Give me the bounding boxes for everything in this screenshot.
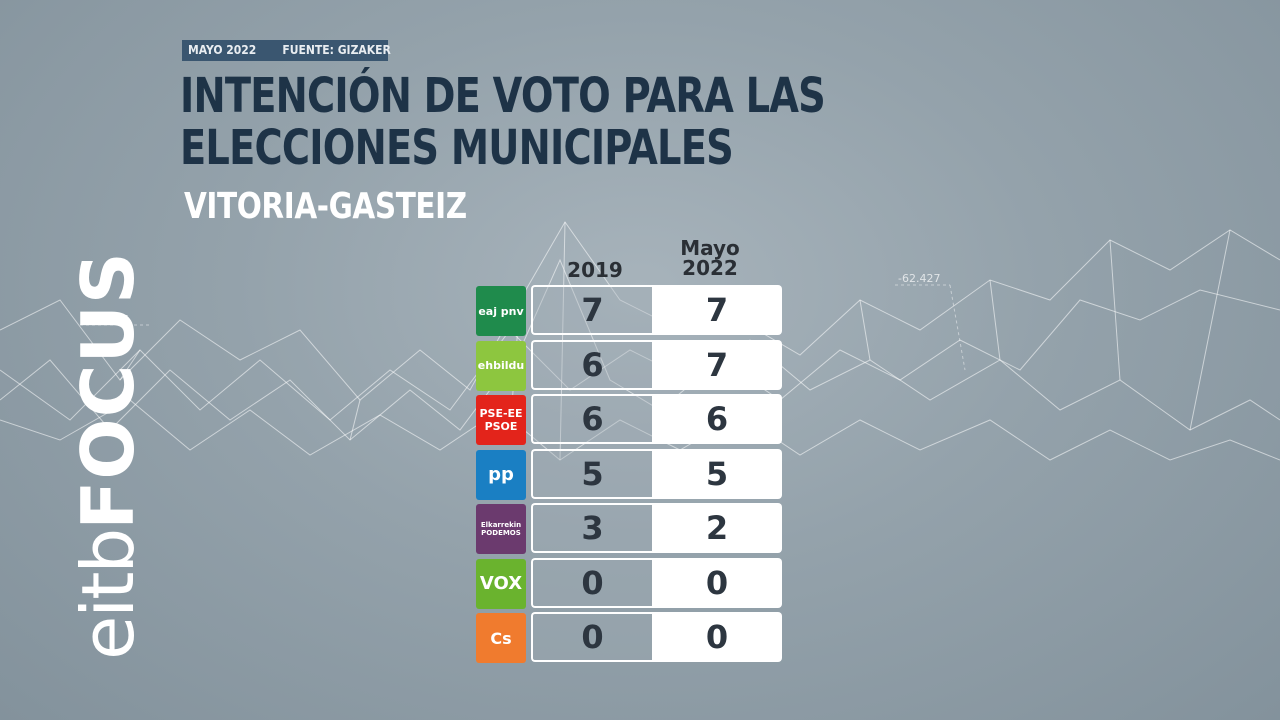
party-logo: eaj pnv <box>476 286 526 336</box>
value-mayo-2022: 0 <box>652 557 782 608</box>
value-2019: 5 <box>531 448 652 499</box>
value-2019: 6 <box>531 394 652 444</box>
value-2019: 0 <box>531 557 652 608</box>
background-number: -62.427 <box>86 313 129 326</box>
party-logo: PSE-EE PSOE <box>476 395 526 445</box>
party-logo: VOX <box>476 558 526 609</box>
value-mayo-2022: 2 <box>652 503 782 553</box>
value-2019: 7 <box>531 285 652 335</box>
table-row: ehbildu 6 7 <box>476 339 782 391</box>
column-header-word: 2022 <box>682 256 738 280</box>
value-mayo-2022: 7 <box>652 285 782 335</box>
background-number: -62.427 <box>898 272 941 285</box>
party-logo: Elkarrekin PODEMOS <box>476 504 526 554</box>
meta-date: MAYO 2022 <box>188 43 257 57</box>
column-header-mayo-2022-text: Mayo 2022 <box>680 236 740 280</box>
table-row: PSE-EE PSOE 6 6 <box>476 394 782 445</box>
value-2019: 3 <box>531 503 652 553</box>
meta-source: FUENTE: GIZAKER <box>282 43 391 57</box>
table-row: Elkarrekin PODEMOS 3 2 <box>476 503 782 554</box>
value-mayo-2022: 0 <box>652 612 782 662</box>
party-logo: Cs <box>476 613 526 663</box>
chart-title: INTENCIÓN DE VOTO PARA LAS ELECCIONES MU… <box>180 68 826 176</box>
table-row: pp 5 5 <box>476 448 782 500</box>
eitb-focus-logo: eitbFOCUS <box>66 220 150 660</box>
meta-bar: MAYO 2022 FUENTE: GIZAKER <box>182 40 391 61</box>
column-header-word: Mayo <box>680 236 740 260</box>
party-logo: pp <box>476 449 526 500</box>
column-header-mayo-2022: Mayo 2022 <box>655 238 765 278</box>
value-2019: 6 <box>531 339 652 390</box>
value-mayo-2022: 5 <box>652 448 782 499</box>
table-row: VOX 0 0 <box>476 557 782 609</box>
table-row: Cs 0 0 <box>476 612 782 663</box>
value-2019: 0 <box>531 612 652 662</box>
brand-part-2: FOCUS <box>66 251 150 530</box>
table-row: eaj pnv 7 7 <box>476 285 782 336</box>
value-mayo-2022: 6 <box>652 394 782 444</box>
party-logo: ehbildu <box>476 340 526 391</box>
brand-part-1: eitb <box>66 529 150 660</box>
column-header-2019: 2019 <box>567 258 623 282</box>
value-mayo-2022: 7 <box>652 339 782 390</box>
chart-subtitle: VITORIA-GASTEIZ <box>184 186 467 227</box>
